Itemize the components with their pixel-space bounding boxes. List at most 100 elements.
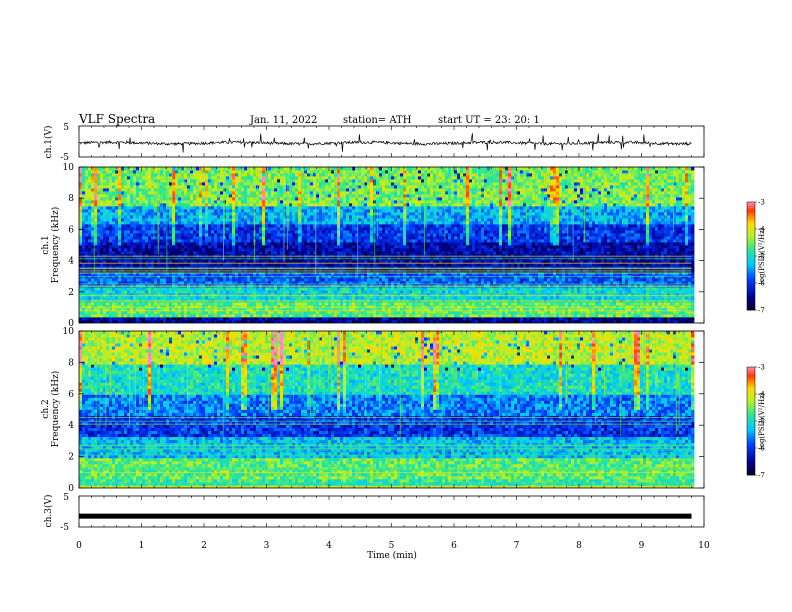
ch1-spectrogram-cell <box>139 212 143 216</box>
ch1-spectrogram-cell <box>175 302 179 306</box>
ch1-spectrogram-cell <box>331 314 335 318</box>
ch1-spectrogram-cell <box>187 209 191 213</box>
ch1-spectrogram-cell <box>250 179 254 183</box>
ch1-spectrogram-cell <box>352 191 356 195</box>
ch1-spectrogram-cell <box>82 188 86 192</box>
ch1-spectrogram-cell <box>262 218 266 222</box>
ch1-spectrogram-cell <box>292 245 296 249</box>
ch1-spectrogram-cell <box>127 206 131 210</box>
ch1-spectrogram-cell <box>112 239 116 243</box>
ch1-spectrogram-cell <box>325 305 329 309</box>
ch1-spectrogram-cell <box>277 224 281 228</box>
ch1-spectrogram-cell <box>178 236 182 240</box>
ch1-spectrogram-cell <box>196 185 200 189</box>
ch1-spectrogram-cell <box>241 302 245 306</box>
ch1-spectrogram-cell <box>94 242 98 246</box>
ch1-spectrogram-cell <box>145 212 149 216</box>
ch1-spectrogram-cell <box>211 242 215 246</box>
ch1-spectrogram-cell <box>340 245 344 249</box>
ch1-spectrogram-cell <box>256 302 260 306</box>
ch1-spectrogram-cell <box>271 317 275 321</box>
ch1-spectrogram-cell <box>181 248 185 252</box>
ch1-spectrogram-cell <box>157 203 161 207</box>
ch1-spectrogram-cell <box>301 215 305 219</box>
ch1-spectrogram-cell <box>190 272 194 276</box>
ch1-spectrogram-cell <box>172 173 176 177</box>
ch1-spectrogram-cell <box>271 185 275 189</box>
ch1-spectrogram-cell <box>250 227 254 231</box>
ch1-spectrogram-cell <box>184 305 188 309</box>
ch1-spectrogram-cell <box>136 260 140 264</box>
ch1-spectrogram-cell <box>169 209 173 213</box>
ch1-spectrogram-cell <box>262 191 266 195</box>
ch1-spectrogram-cell <box>322 317 326 321</box>
ch1-spectrogram-cell <box>337 251 341 255</box>
ch1-spectrogram-cell <box>328 194 332 198</box>
ch1-spectrogram-cell <box>103 296 107 300</box>
ch1-spectrogram-cell <box>349 227 353 231</box>
ch1-spectrogram-cell <box>262 302 266 306</box>
ch1-spectrogram-cell <box>358 239 362 243</box>
ch1-spectrogram-cell <box>289 188 293 192</box>
ch1-spectrogram-cell <box>301 200 305 204</box>
ch1-spectrogram-cell <box>313 263 317 267</box>
ch1-spectrogram-cell <box>103 314 107 318</box>
ch1-spectrogram-cell <box>193 302 197 306</box>
ch1-spectrogram-cell <box>298 212 302 216</box>
ch1-spectrogram-cell <box>208 227 212 231</box>
ch1-spectrogram-cell <box>310 209 314 213</box>
ch1-spectrogram-cell <box>265 254 269 258</box>
ch1-spectrogram-cell <box>304 233 308 237</box>
ch1-spectrogram-cell <box>205 248 209 252</box>
ch1-spectrogram-cell <box>319 182 323 186</box>
ch1-spectrogram-cell <box>205 290 209 294</box>
ch1-spectrogram-cell <box>289 311 293 315</box>
ch1-spectrogram-cell <box>100 308 104 312</box>
ch1-spectrogram-cell <box>295 251 299 255</box>
ch1-spectrogram-cell <box>109 278 113 282</box>
ch1-spectrogram-cell <box>229 311 233 315</box>
ch1-spectrogram-cell <box>217 185 221 189</box>
ch1-spectrogram-cell <box>328 185 332 189</box>
ch1-spectrogram-cell <box>181 218 185 222</box>
ch1-spectrogram-cell <box>310 317 314 321</box>
ch1-spectrogram-cell <box>79 182 83 186</box>
ch1-spectrogram-cell <box>106 191 110 195</box>
ch1-spectrogram-cell <box>190 311 194 315</box>
ch1-spectrogram-cell <box>205 203 209 207</box>
ch1-spectrogram-cell <box>238 242 242 246</box>
ch1-spectrogram-cell <box>85 233 89 237</box>
ch1-spectrogram-cell <box>184 206 188 210</box>
ch1-spectrogram-cell <box>145 233 149 237</box>
ch1-spectrogram-cell <box>139 254 143 258</box>
ch1-spectrogram-cell <box>181 263 185 267</box>
ch1-spectrogram-cell <box>193 227 197 231</box>
ch1-spectrogram-cell <box>136 242 140 246</box>
ch1-spectrogram-cell <box>196 305 200 309</box>
ch1-spectrogram-cell <box>94 233 98 237</box>
ch1-spectrogram-cell <box>187 233 191 237</box>
ch1-spectrogram-cell <box>115 293 119 297</box>
ch1-spectrogram-cell <box>346 296 350 300</box>
ch1-spectrogram-cell <box>322 278 326 282</box>
ch1-spectrogram-cell <box>214 311 218 315</box>
ch1-spectrogram-cell <box>184 314 188 318</box>
ch1-spectrogram-cell <box>292 179 296 183</box>
ch1-spectrogram-cell <box>298 221 302 225</box>
ch1-spectrogram-cell <box>184 170 188 174</box>
ch1-spectrogram-cell <box>319 239 323 243</box>
ch1-spectrogram-cell <box>85 320 89 323</box>
ch1-spectrogram-cell <box>148 314 152 318</box>
ch1-spectrogram-cell <box>298 242 302 246</box>
ch1-spectrogram-cell <box>226 224 230 228</box>
ch1-spectrogram-cell <box>316 311 320 315</box>
ch1-spectrogram-cell <box>127 260 131 264</box>
ch1-spectrogram-cell <box>208 242 212 246</box>
ch1-spectrogram-cell <box>202 308 206 312</box>
ch1-spectrogram-cell <box>79 203 83 207</box>
ch1-spectrogram-cell <box>94 212 98 216</box>
ch1-spectrogram-cell <box>244 218 248 222</box>
ch1-spectrogram-cell <box>277 248 281 252</box>
ch1-spectrogram-cell <box>265 206 269 210</box>
ch1-spectrogram-cell <box>163 206 167 210</box>
